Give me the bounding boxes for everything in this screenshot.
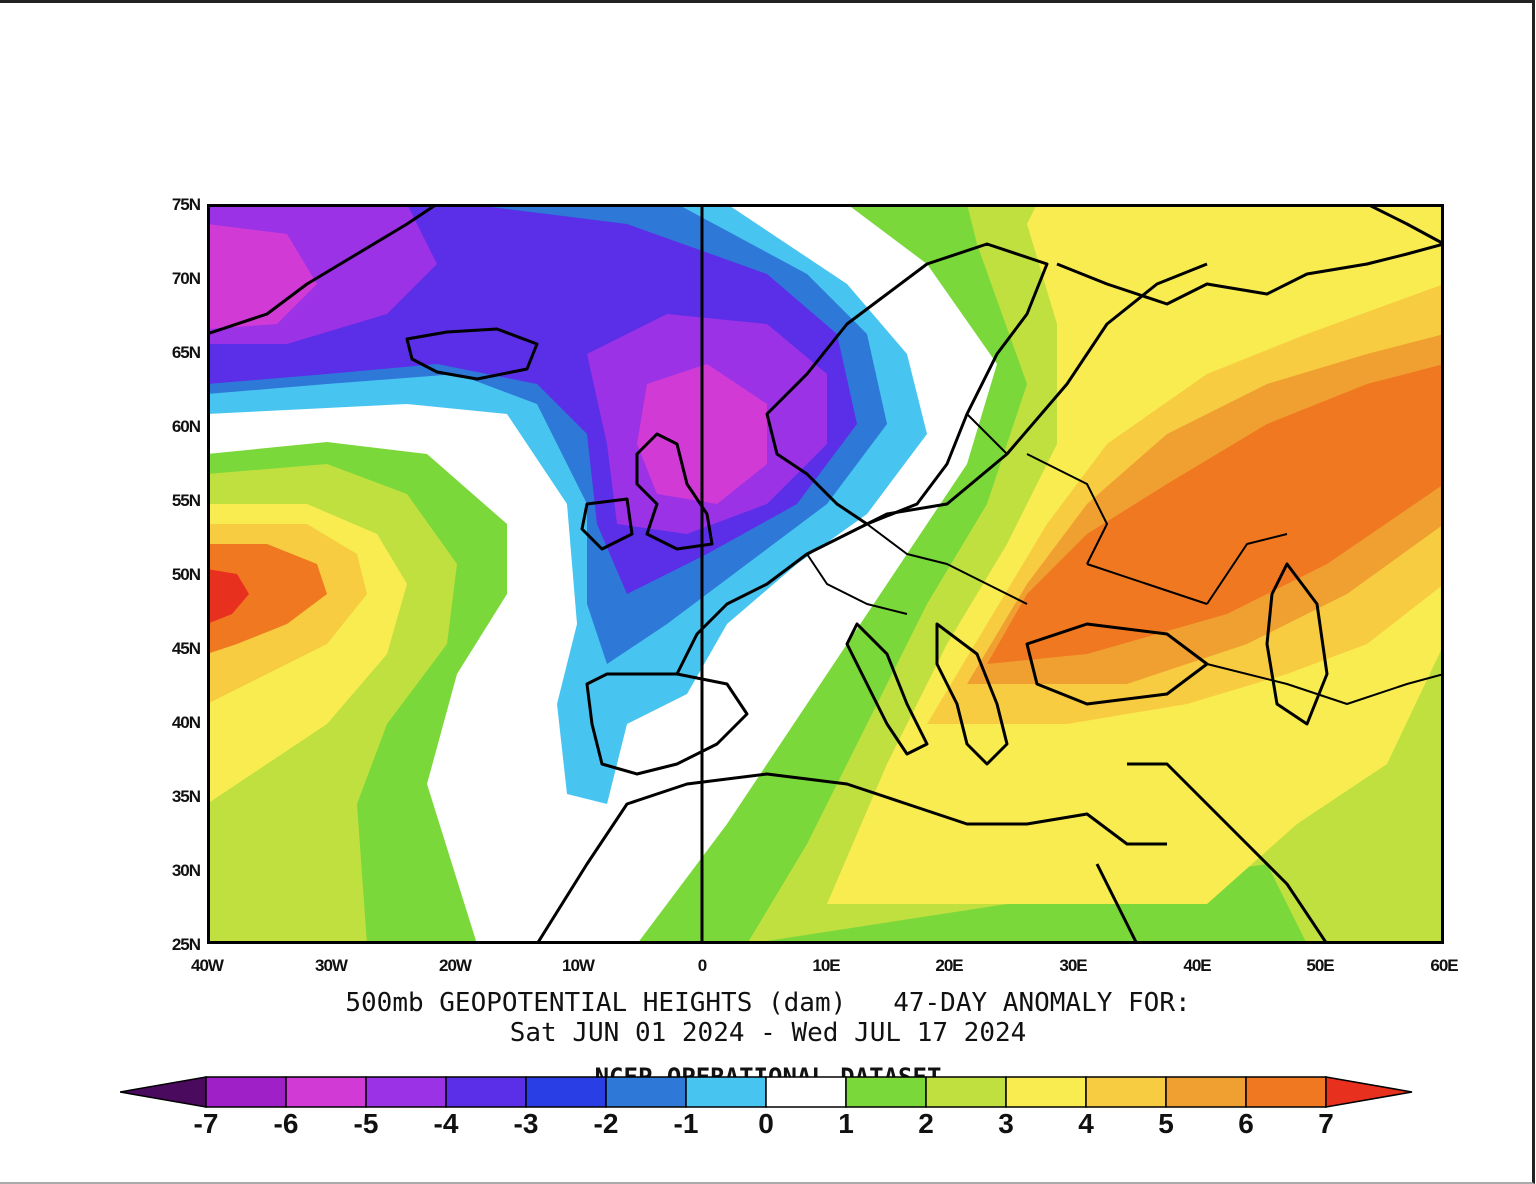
great-britain-coast: [635, 432, 714, 551]
lat-label-35n: 35N: [171, 787, 201, 806]
colorbar-tick-label: 2: [918, 1108, 934, 1139]
greenland-coast: [207, 204, 438, 336]
colorbar-tick-label: 4: [1078, 1108, 1094, 1139]
lon-label-50e: 50E: [1306, 956, 1334, 975]
colorbar-segment: [1165, 1076, 1247, 1108]
lon-label-30e: 30E: [1059, 956, 1087, 975]
map-caption-title: 500mb GEOPOTENTIAL HEIGHTS (dam) 47-DAY …: [345, 988, 1191, 1018]
lon-label-20e: 20E: [935, 956, 963, 975]
anomaly-fill-red-west: [207, 569, 249, 624]
colorbar-tick-label: -1: [673, 1108, 699, 1139]
lat-label-40n: 40N: [171, 713, 201, 732]
colorbar-segment: [1005, 1076, 1087, 1108]
ireland-coast: [580, 497, 634, 551]
lat-label-70n: 70N: [171, 269, 201, 288]
colorbar-segment: [925, 1076, 1007, 1108]
novaya-zemlya-coast: [1366, 204, 1444, 246]
lon-label-40w: 40W: [191, 956, 224, 975]
italy-coast: [845, 622, 929, 756]
colorbar-segment: [1085, 1076, 1167, 1108]
colorbar-segment: [205, 1076, 287, 1108]
colorbar-tick-label: -4: [433, 1108, 459, 1139]
colorbar-tick-label: -6: [273, 1108, 299, 1139]
lat-label-45n: 45N: [171, 639, 201, 658]
arctic-russia-coast: [1056, 242, 1444, 306]
colorbar-tick-label: 0: [758, 1108, 774, 1139]
scandinavia-coast: [765, 242, 1049, 526]
anomaly-fill-darkorange-east: [987, 364, 1444, 664]
lat-label-55n: 55N: [171, 491, 201, 510]
lon-label-10e: 10E: [812, 956, 840, 975]
colorbar-tick-label: 6: [1238, 1108, 1254, 1139]
colorbar-tick-label: -5: [353, 1108, 379, 1139]
colorbar-segment: [525, 1076, 607, 1108]
colorbar-segment: [685, 1076, 767, 1108]
anomaly-fill-orange-west: [207, 544, 327, 654]
lon-label-60e: 60E: [1430, 956, 1458, 975]
colorbar-segment: [445, 1076, 527, 1108]
anomaly-fill-magenta-nw: [207, 224, 317, 329]
lon-label-20w: 20W: [439, 956, 472, 975]
europe-west-coast: [675, 262, 1208, 675]
colorbar-tick-label: 7: [1318, 1108, 1334, 1139]
colorbar-segment: [765, 1076, 847, 1108]
lat-label-30n: 30N: [171, 861, 201, 880]
colorbar-tick-label: 1: [838, 1108, 854, 1139]
colorbar-tick-label: 5: [1158, 1108, 1174, 1139]
lat-label-50n: 50N: [171, 565, 201, 584]
geopotential-anomaly-map: [207, 204, 1444, 944]
colorbar-segment: [845, 1076, 927, 1108]
lat-label-60n: 60N: [171, 417, 201, 436]
coastlines: [207, 204, 1444, 944]
lon-label-10w: 10W: [562, 956, 595, 975]
red-sea-coast: [1095, 863, 1139, 944]
colorbar-tick-label: -2: [593, 1108, 619, 1139]
colorbar-segment: [1245, 1076, 1327, 1108]
iceland-coast: [405, 327, 539, 381]
balkans-coast: [935, 622, 1009, 766]
map-caption-date-range: Sat JUN 01 2024 - Wed JUL 17 2024: [509, 1018, 1027, 1048]
caspian-sea-coast: [1265, 562, 1329, 726]
colorbar-triangle-low: [120, 1076, 207, 1108]
colorbar-tick-label: 3: [998, 1108, 1014, 1139]
lat-label-25n: 25N: [171, 935, 201, 954]
colorbar-triangle-high: [1325, 1076, 1413, 1108]
north-africa-coast: [535, 772, 1167, 944]
middle-east-coast: [1127, 762, 1329, 944]
colorbar: [120, 1076, 1413, 1108]
colorbar-tick-label: -7: [193, 1108, 219, 1139]
map-border: [207, 204, 1444, 944]
lat-label-75n: 75N: [171, 195, 201, 214]
lon-label-40e: 40E: [1183, 956, 1211, 975]
colorbar-segment: [365, 1076, 447, 1108]
lon-label-0: 0: [697, 956, 707, 975]
country-borders: [806, 413, 1444, 705]
black-sea-coast: [1025, 622, 1209, 706]
colorbar-segment: [605, 1076, 687, 1108]
colorbar-segment: [285, 1076, 367, 1108]
lat-label-65n: 65N: [171, 343, 201, 362]
lon-label-30w: 30W: [315, 956, 348, 975]
colorbar-tick-label: -3: [513, 1108, 539, 1139]
map-plot-area: [207, 204, 1444, 944]
iberia-coast: [585, 672, 749, 776]
